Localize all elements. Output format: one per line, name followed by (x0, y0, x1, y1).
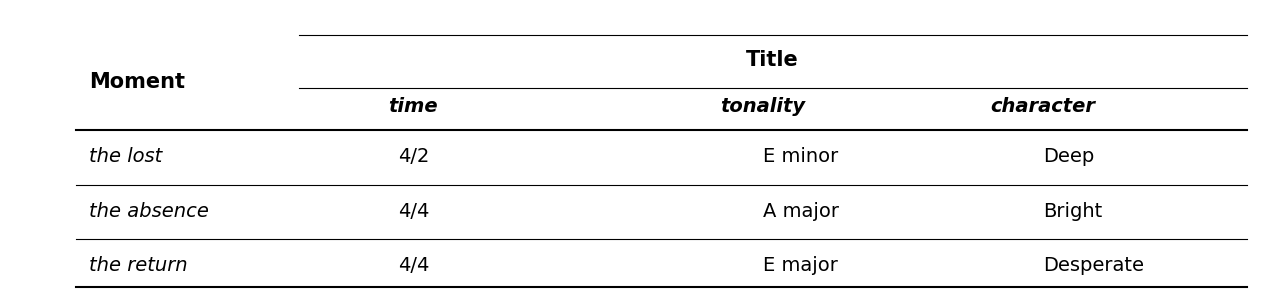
Text: Deep: Deep (1043, 147, 1094, 166)
Text: time: time (388, 98, 439, 116)
Text: the absence: the absence (89, 202, 209, 221)
Text: A major: A major (763, 202, 840, 221)
Text: character: character (991, 98, 1095, 116)
Text: Title: Title (747, 50, 799, 70)
Text: E major: E major (763, 256, 838, 275)
Text: tonality: tonality (721, 98, 805, 116)
Text: E minor: E minor (763, 147, 838, 166)
Text: Moment: Moment (89, 72, 184, 92)
Text: 4/4: 4/4 (398, 202, 429, 221)
Text: Bright: Bright (1043, 202, 1103, 221)
Text: 4/4: 4/4 (398, 256, 429, 275)
Text: the return: the return (89, 256, 188, 275)
Text: the lost: the lost (89, 147, 163, 166)
Text: Desperate: Desperate (1043, 256, 1144, 275)
Text: 4/2: 4/2 (398, 147, 429, 166)
